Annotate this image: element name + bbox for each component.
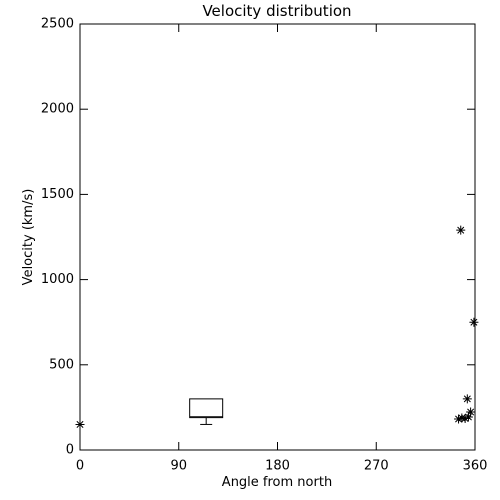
x-axis-label: Angle from north [222, 475, 332, 490]
point [454, 414, 464, 424]
plot-frame [79, 23, 476, 451]
chart-title: Velocity distribution [202, 2, 351, 20]
x-tick-label: 0 [76, 459, 84, 474]
point [457, 413, 467, 423]
x-tick-label: 270 [364, 459, 389, 474]
point [75, 419, 85, 429]
y-tick-label: 1500 [41, 187, 74, 202]
box [189, 398, 224, 419]
x-tick-label: 90 [170, 459, 187, 474]
point [462, 394, 472, 404]
point [460, 413, 470, 423]
y-tick-label: 1000 [41, 272, 74, 287]
point [469, 317, 479, 327]
x-tick-label: 180 [265, 459, 290, 474]
y-axis-label: Velocity (km/s) [21, 189, 36, 286]
y-tick-label: 500 [49, 357, 74, 372]
y-tick-label: 0 [66, 443, 74, 458]
point [463, 412, 473, 422]
y-tick-label: 2500 [41, 17, 74, 32]
x-tick-label: 360 [463, 459, 488, 474]
point [466, 407, 476, 417]
point [456, 225, 466, 235]
y-tick-label: 2000 [41, 102, 74, 117]
